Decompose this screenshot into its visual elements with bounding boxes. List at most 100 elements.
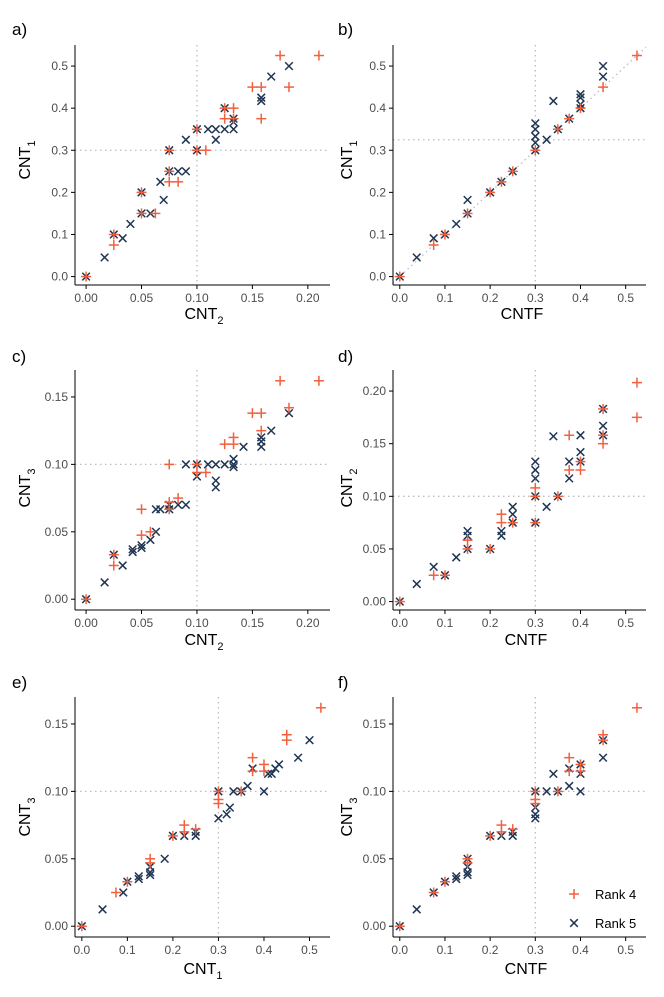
- rank4-point: [108, 229, 119, 240]
- x-tick-label: 0.2: [482, 291, 499, 305]
- y-tick-label: 0.15: [363, 437, 387, 451]
- legend-marker-plus-icon: [569, 889, 579, 899]
- x-tick-label: 0.1: [437, 943, 454, 957]
- rank5-point: [181, 460, 191, 469]
- y-tick-label: 0.05: [45, 852, 69, 866]
- rank4-point: [428, 887, 439, 898]
- panel-e-y-axis-title: CNT3: [17, 797, 38, 836]
- rank5-point: [497, 526, 506, 536]
- rank5-point: [203, 460, 213, 469]
- panel-a: a) 0.00 0.05 0.10 0.15 0.20 0.0 0.1 0.2 0.3 0.4 0.…: [12, 20, 330, 327]
- y-axis-title-subscript: 3: [348, 797, 360, 803]
- rank4-point: [110, 887, 121, 898]
- x-tick-label: 0.4: [256, 943, 273, 957]
- rank5-point: [118, 561, 128, 570]
- rank4-point: [428, 570, 439, 581]
- rank5-point: [134, 871, 144, 881]
- rank5-point: [126, 219, 135, 229]
- y-tick-label: 0.10: [45, 784, 69, 798]
- rank5-point: [530, 465, 540, 475]
- x-tick-label: 0.0: [391, 291, 408, 305]
- rank4-point: [462, 208, 473, 219]
- rank4-point: [631, 412, 642, 423]
- x-tick-label: 0.3: [210, 943, 227, 957]
- x-tick-label: 0.5: [617, 943, 634, 957]
- rank5-point: [259, 787, 269, 796]
- x-tick-label: 0.10: [185, 616, 209, 630]
- rank4-point: [247, 766, 258, 777]
- rank5-point: [173, 500, 183, 510]
- rank5-point: [576, 89, 585, 99]
- rank4-point: [631, 702, 642, 713]
- rank5-point: [181, 135, 191, 145]
- rank4-point: [496, 509, 507, 520]
- y-tick-label: 0.10: [363, 489, 387, 503]
- rank5-point: [100, 578, 109, 587]
- rank4-point: [462, 535, 473, 546]
- x-tick-label: 0.2: [482, 943, 499, 957]
- rank4-point: [236, 786, 247, 797]
- rank4-point: [108, 560, 119, 571]
- rank5-point: [266, 72, 276, 81]
- panel-b-x-axis-title: CNTF: [501, 306, 544, 323]
- panel-f-y-axis-title: CNT3: [339, 797, 360, 836]
- y-axis-title-base: CNT: [339, 474, 356, 507]
- rank4-point: [167, 830, 178, 841]
- rank4-point: [275, 50, 286, 61]
- rank4-point: [219, 439, 230, 450]
- panel-b: b) 0.0 0.1 0.2 0.3 0.4 0.50.00.10.20.30.40.5 …: [338, 20, 647, 323]
- rank4-point: [575, 766, 586, 777]
- rank5-point: [156, 504, 165, 514]
- rank5-point: [239, 442, 248, 452]
- y-tick-label: 0.00: [45, 919, 69, 933]
- rank5-point: [463, 870, 472, 880]
- x-axis-title-subscript: 2: [217, 641, 223, 653]
- y-tick-label: 0.0: [51, 270, 68, 284]
- y-axis-title-subscript: 1: [26, 140, 38, 146]
- panel-c: c) 0.00 0.05 0.10 0.15 0.200.000.050.100.15 …: [12, 347, 330, 653]
- rank5-point: [451, 219, 461, 229]
- rank4-point: [439, 876, 450, 887]
- x-tick-label: 0.15: [241, 291, 265, 305]
- x-axis-title-base: CNT: [184, 306, 217, 323]
- rank4-point: [136, 208, 147, 219]
- y-tick-label: 0.00: [363, 919, 387, 933]
- rank5-point: [530, 118, 540, 128]
- x-axis-title-base: CNTF: [501, 306, 544, 323]
- rank4-point: [145, 526, 156, 537]
- rank5-point: [549, 769, 558, 779]
- x-axis-title-base: CNT: [183, 961, 216, 978]
- rank5-point: [211, 135, 221, 145]
- panel-f: f) 0.0 0.1 0.2 0.3 0.4 0.5 0.00 0.05 0.10 0.15 CN…: [338, 673, 646, 978]
- legend-marker-cross-icon: [569, 918, 579, 928]
- rank4-point: [598, 403, 609, 414]
- rank4-point: [191, 467, 202, 478]
- rank5-point: [429, 562, 438, 572]
- x-axis-title-base: CNTF: [505, 632, 548, 649]
- x-tick-label: 0.05: [130, 616, 154, 630]
- rank4-point: [428, 240, 439, 250]
- y-tick-label: 0.1: [51, 227, 68, 241]
- rank5-point: [220, 460, 230, 469]
- rank5-point: [564, 781, 574, 791]
- rank5-point: [576, 447, 585, 457]
- rank4-point: [631, 377, 642, 388]
- panel-b-label: b): [338, 20, 353, 39]
- rank4-point: [598, 82, 609, 93]
- rank5-point: [128, 547, 137, 557]
- x-tick-label: 0.1: [119, 943, 136, 957]
- rank4-point: [164, 176, 175, 187]
- rank5-point: [576, 430, 585, 440]
- y-axis-title-subscript: 3: [26, 797, 38, 803]
- rank4-point: [247, 82, 258, 93]
- rank4-point: [256, 113, 267, 124]
- rank4-point: [530, 517, 541, 528]
- rank5-point: [598, 61, 608, 71]
- rank5-point: [100, 253, 109, 262]
- rank4-point: [598, 430, 609, 441]
- rank4-point: [598, 438, 609, 449]
- rank4-point: [462, 543, 473, 554]
- panel-a-y-axis-title: CNT1: [17, 140, 38, 179]
- x-tick-label: 0.3: [527, 291, 544, 305]
